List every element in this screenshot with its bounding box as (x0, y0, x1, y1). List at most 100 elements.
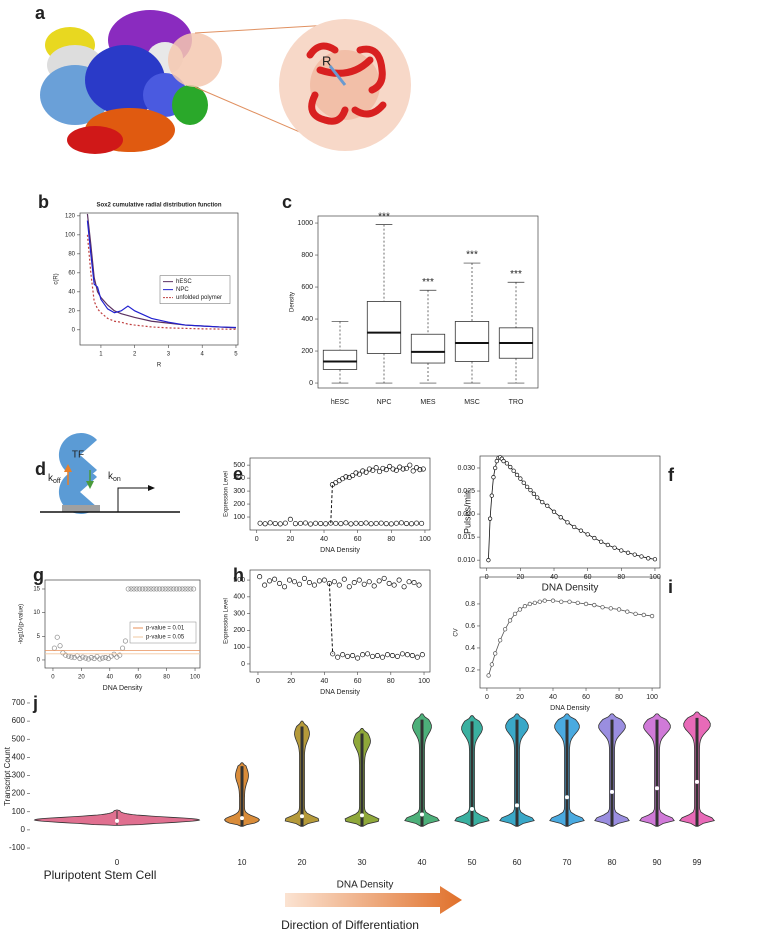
point (282, 520, 288, 526)
point (625, 609, 630, 614)
point (176, 586, 182, 592)
panel-letter: a (35, 3, 46, 23)
point (420, 466, 426, 472)
median-dot (565, 795, 569, 800)
point (583, 601, 589, 607)
point (389, 653, 396, 659)
point (492, 465, 498, 471)
point (386, 580, 392, 586)
x-tick-label: 0 (115, 858, 120, 867)
point (639, 554, 644, 559)
point (542, 598, 547, 603)
y-tick-label: 5 (37, 634, 41, 640)
x-tick-label: hESC (331, 399, 349, 406)
point (550, 598, 556, 603)
point (514, 472, 520, 478)
point (393, 520, 399, 526)
y-tick-label: 100 (65, 232, 76, 238)
point (68, 654, 74, 660)
point (381, 575, 387, 581)
x-tick-label: 1 (99, 352, 103, 358)
x-tick-label: 99 (693, 858, 702, 867)
panel-letter: g (33, 565, 44, 585)
point (417, 467, 423, 473)
y-tick-label: 300 (233, 610, 245, 617)
point (391, 582, 397, 588)
point (646, 556, 651, 561)
point (346, 584, 352, 590)
point (390, 466, 396, 472)
x-tick-label: 50 (468, 858, 477, 867)
x-tick-label: 20 (298, 858, 307, 867)
point (633, 611, 638, 617)
median-dot (655, 786, 659, 791)
x-axis-label: DNA Density (550, 705, 590, 712)
point (316, 578, 322, 584)
point (592, 535, 597, 541)
point (625, 550, 631, 555)
x-axis-label: DNA Density (103, 685, 143, 692)
x-tick-label: 70 (563, 858, 572, 867)
point (358, 520, 364, 527)
panel-letter: e (233, 464, 243, 484)
point (411, 580, 417, 586)
point (489, 662, 495, 667)
x-tick-label: 10 (238, 858, 247, 867)
point (491, 475, 496, 480)
y-tick-label: 0 (309, 380, 313, 387)
point (373, 465, 379, 471)
x-tick-label: 40 (106, 675, 113, 681)
x-axis-label: R (157, 363, 162, 369)
x-tick-label: 60 (354, 678, 362, 685)
point (80, 654, 86, 660)
point (137, 586, 143, 592)
point (641, 612, 646, 618)
x-tick-label: 20 (287, 678, 295, 685)
x-tick-label: 90 (653, 858, 662, 867)
transition-line (330, 484, 333, 524)
point (487, 516, 493, 521)
point (348, 521, 354, 527)
point (272, 520, 278, 527)
point (267, 578, 273, 584)
point (512, 611, 518, 617)
panel-letter: f (668, 465, 675, 485)
point (592, 602, 597, 608)
legend-box (129, 621, 197, 644)
median-dot (470, 807, 474, 812)
point (522, 604, 528, 609)
y-tick-label: 0 (241, 661, 245, 668)
point (409, 653, 415, 659)
point (100, 655, 106, 661)
point (497, 638, 503, 643)
panel-letter: d (35, 459, 46, 479)
x-tick-label: 60 (582, 694, 590, 701)
point (387, 463, 393, 469)
significance: *** (378, 211, 390, 222)
point (145, 586, 151, 592)
y-tick-label: -100 (9, 843, 26, 852)
stage-label: Pluripotent Stem Cell (44, 868, 157, 882)
x-tick-label: 3 (167, 352, 171, 358)
point (340, 652, 346, 658)
direction-label: Direction of Differentiation (281, 918, 419, 932)
point (486, 558, 491, 563)
x-tick-label: 40 (418, 858, 427, 867)
y-tick-label: 0.030 (457, 465, 475, 472)
point (403, 465, 409, 471)
point (151, 586, 157, 592)
binding-diagram (40, 433, 180, 514)
legend-label: p-value = 0.01 (146, 626, 185, 632)
radius-label: R (322, 53, 331, 68)
x-tick-label: 100 (646, 694, 658, 701)
box (454, 321, 490, 362)
point (489, 493, 494, 498)
x-axis-label: DNA Density (320, 547, 360, 554)
point (313, 520, 319, 526)
point (321, 577, 327, 583)
point (257, 520, 263, 526)
y-tick-label: 500 (12, 734, 26, 743)
point (111, 651, 117, 657)
point (171, 586, 177, 592)
point (524, 484, 530, 490)
